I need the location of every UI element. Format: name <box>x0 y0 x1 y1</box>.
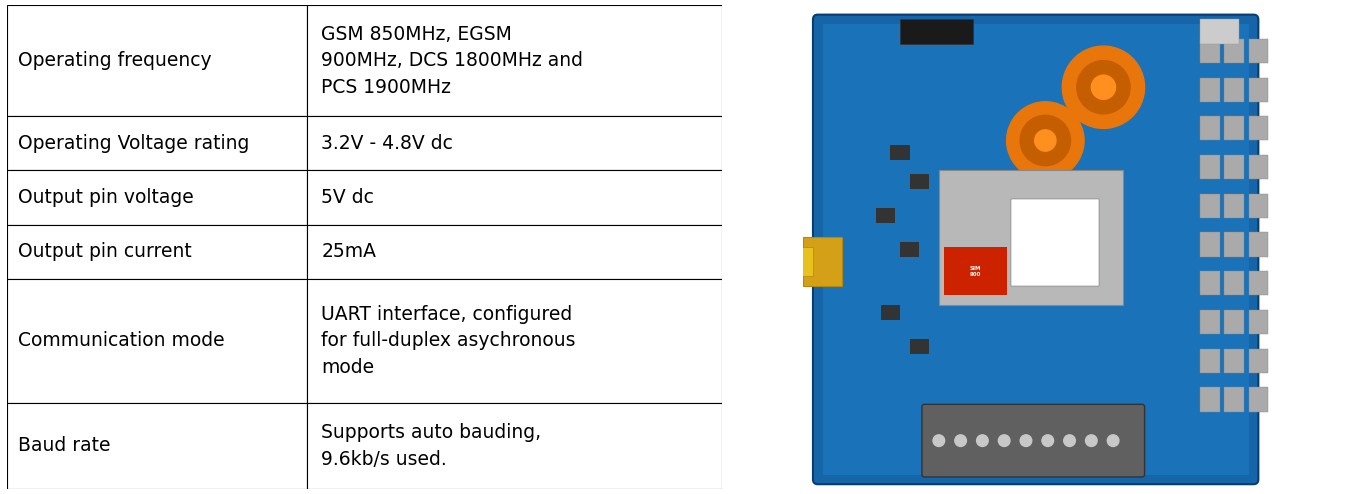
Bar <box>1224 39 1244 63</box>
Bar <box>1200 39 1219 63</box>
FancyBboxPatch shape <box>922 404 1144 477</box>
Bar <box>1224 233 1244 257</box>
Text: 25mA: 25mA <box>321 243 376 261</box>
Text: SIM
900: SIM 900 <box>970 266 981 277</box>
Bar <box>881 305 900 320</box>
Bar <box>944 247 1007 295</box>
Text: Supports auto bauding,
9.6kb/s used.: Supports auto bauding, 9.6kb/s used. <box>321 423 542 469</box>
Circle shape <box>955 435 967 447</box>
Bar <box>900 242 919 257</box>
Circle shape <box>998 435 1011 447</box>
Circle shape <box>1043 172 1096 225</box>
Bar <box>1200 194 1219 218</box>
Text: Operating Voltage rating: Operating Voltage rating <box>18 134 249 153</box>
Bar <box>1249 39 1268 63</box>
Bar <box>1249 78 1268 102</box>
Bar <box>7 403 308 489</box>
Bar <box>1200 233 1219 257</box>
Bar <box>1224 310 1244 334</box>
Bar <box>1249 155 1268 179</box>
Bar <box>1200 116 1219 140</box>
Bar <box>1200 155 1219 179</box>
Circle shape <box>1064 435 1076 447</box>
Bar <box>1200 349 1219 373</box>
Bar <box>1249 387 1268 412</box>
Text: Output pin voltage: Output pin voltage <box>18 188 193 207</box>
Bar <box>1249 116 1268 140</box>
FancyBboxPatch shape <box>813 15 1258 484</box>
Bar <box>7 5 308 116</box>
Bar <box>1249 271 1268 295</box>
Bar <box>1224 155 1244 179</box>
Circle shape <box>933 435 945 447</box>
Text: Baud rate: Baud rate <box>18 436 110 455</box>
Bar <box>804 237 842 286</box>
Text: Output pin current: Output pin current <box>18 243 191 261</box>
Bar <box>1224 116 1244 140</box>
Text: 5V dc: 5V dc <box>321 188 375 207</box>
Bar <box>1249 310 1268 334</box>
Bar <box>308 5 722 116</box>
Bar <box>1224 349 1244 373</box>
Bar <box>938 169 1122 305</box>
Text: 3.2V - 4.8V dc: 3.2V - 4.8V dc <box>321 134 454 153</box>
Circle shape <box>1086 435 1098 447</box>
Bar <box>1012 199 1099 286</box>
Circle shape <box>1035 130 1056 151</box>
Text: UART interface, configured
for full-duplex asychronous
mode: UART interface, configured for full-dupl… <box>321 305 576 377</box>
Bar <box>823 24 1249 475</box>
Bar <box>1224 271 1244 295</box>
Circle shape <box>1062 46 1144 128</box>
Bar <box>7 116 308 170</box>
Bar <box>910 339 929 354</box>
Bar <box>308 403 722 489</box>
Bar <box>308 116 722 170</box>
Circle shape <box>1042 435 1054 447</box>
Text: Operating frequency: Operating frequency <box>18 51 211 70</box>
Bar <box>7 170 308 225</box>
Bar <box>891 145 910 160</box>
Circle shape <box>1007 102 1084 179</box>
Bar <box>7 225 308 279</box>
Bar <box>1224 78 1244 102</box>
Circle shape <box>1020 115 1071 165</box>
Text: Communication mode: Communication mode <box>18 331 225 350</box>
Bar <box>7 279 308 403</box>
Text: GSM 850MHz, EGSM
900MHz, DCS 1800MHz and
PCS 1900MHz: GSM 850MHz, EGSM 900MHz, DCS 1800MHz and… <box>321 25 583 96</box>
Bar <box>1200 310 1219 334</box>
Bar <box>308 225 722 279</box>
Bar <box>1249 233 1268 257</box>
Circle shape <box>977 435 989 447</box>
Bar <box>1200 271 1219 295</box>
Circle shape <box>1077 61 1130 114</box>
Bar <box>1224 387 1244 412</box>
Bar <box>1200 78 1219 102</box>
Bar <box>1249 194 1268 218</box>
Bar <box>308 170 722 225</box>
Circle shape <box>1107 435 1120 447</box>
Bar <box>1224 194 1244 218</box>
Bar <box>900 19 972 43</box>
Circle shape <box>1091 75 1115 99</box>
Bar <box>910 174 929 189</box>
Bar <box>876 208 895 223</box>
Bar <box>308 279 722 403</box>
Circle shape <box>1020 435 1032 447</box>
Bar <box>1200 19 1239 43</box>
Bar <box>1200 387 1219 412</box>
Bar <box>1249 349 1268 373</box>
Bar <box>789 247 813 276</box>
